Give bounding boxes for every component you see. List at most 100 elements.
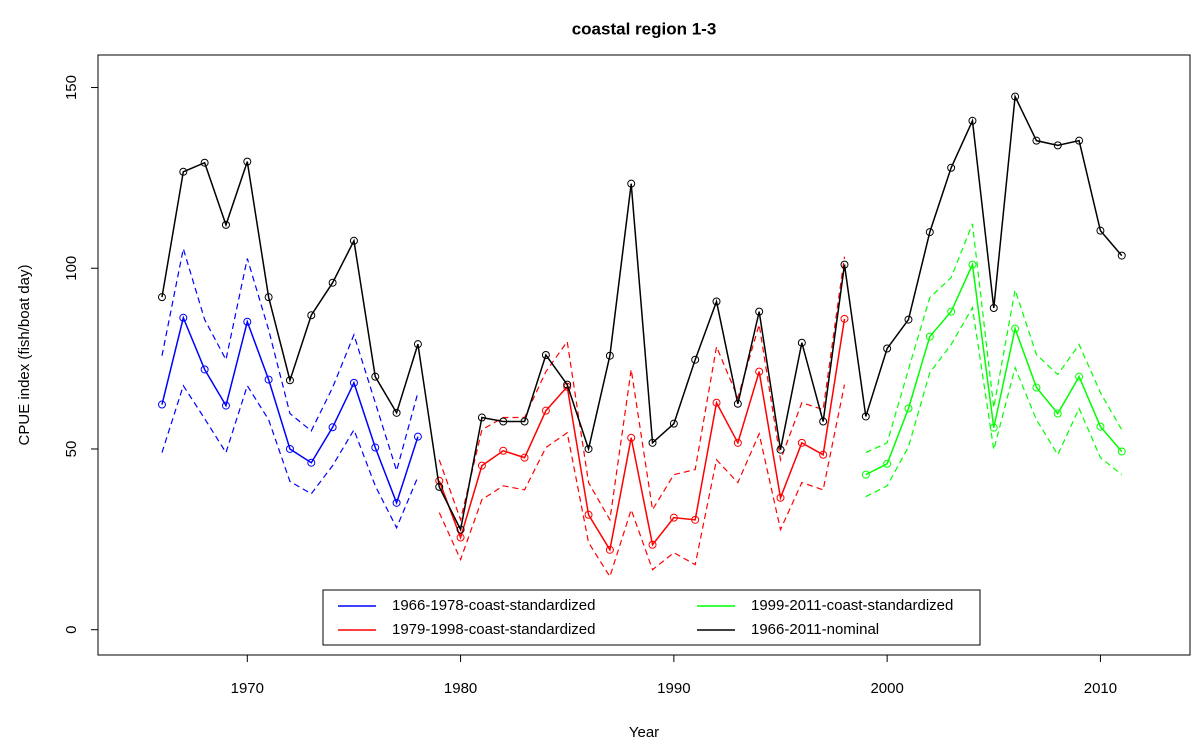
- point: [797, 338, 806, 347]
- y-tick-label: 100: [63, 256, 80, 281]
- point: [499, 446, 508, 455]
- x-tick-label: 1970: [231, 680, 264, 697]
- point: [264, 293, 273, 302]
- point: [371, 372, 380, 381]
- ci-line: [438, 384, 846, 578]
- ci-line: [865, 305, 1123, 498]
- point: [840, 260, 849, 269]
- point: [627, 179, 636, 188]
- point: [307, 311, 316, 320]
- point: [584, 510, 593, 519]
- ci-line: [865, 223, 1123, 454]
- point: [499, 417, 508, 426]
- point: [456, 533, 465, 542]
- point: [819, 450, 828, 459]
- point: [1011, 92, 1020, 101]
- point: [477, 461, 486, 470]
- point: [307, 458, 316, 467]
- x-tick-label: 2000: [870, 680, 903, 697]
- x-tick-label: 1990: [657, 680, 690, 697]
- point: [285, 376, 294, 385]
- point: [264, 375, 273, 384]
- point: [605, 351, 614, 360]
- legend-box: [322, 589, 981, 646]
- point: [733, 399, 742, 408]
- point: [1053, 141, 1062, 150]
- point: [520, 453, 529, 462]
- x-tick-label: 1980: [444, 680, 477, 697]
- point: [712, 297, 721, 306]
- point: [968, 260, 977, 269]
- point: [627, 433, 636, 442]
- point: [861, 412, 870, 421]
- point: [157, 293, 166, 302]
- point: [243, 157, 252, 166]
- point: [179, 167, 188, 176]
- point: [200, 365, 209, 374]
- point: [349, 378, 358, 387]
- x-axis-label: Year: [629, 724, 659, 741]
- point: [200, 158, 209, 167]
- legend-label: 1966-2011-nominal: [751, 621, 879, 638]
- y-tick-label: 0: [63, 626, 80, 634]
- legend-label: 1999-2011-coast-standardized: [751, 597, 953, 614]
- point: [328, 423, 337, 432]
- point: [925, 332, 934, 341]
- point: [883, 344, 892, 353]
- point: [669, 419, 678, 428]
- y-axis-label: CPUE index (fish/boat day): [16, 265, 33, 446]
- series-line: [161, 93, 1123, 532]
- point: [520, 417, 529, 426]
- point: [883, 459, 892, 468]
- point: [541, 351, 550, 359]
- point: [904, 404, 913, 413]
- point: [1075, 372, 1084, 381]
- point: [968, 116, 977, 125]
- point: [477, 413, 486, 422]
- point: [1117, 251, 1126, 260]
- point: [285, 444, 294, 453]
- point: [904, 315, 913, 324]
- series-line: [865, 261, 1123, 476]
- y-tick-label: 50: [63, 441, 80, 458]
- legend-label: 1979-1998-coast-standardized: [392, 621, 595, 638]
- point: [648, 540, 657, 549]
- legend-label: 1966-1978-coast-standardized: [392, 597, 595, 614]
- point: [669, 513, 678, 522]
- point: [712, 398, 721, 407]
- point: [691, 355, 700, 364]
- point: [989, 304, 998, 313]
- point: [157, 400, 166, 409]
- point: [1075, 136, 1084, 145]
- point: [1032, 136, 1041, 145]
- point: [413, 432, 422, 441]
- point: [691, 515, 700, 524]
- ci-line: [438, 256, 846, 522]
- point: [776, 493, 785, 502]
- point: [947, 163, 956, 172]
- point: [541, 406, 550, 415]
- point: [1032, 383, 1041, 392]
- point: [819, 417, 828, 426]
- point: [179, 313, 188, 322]
- point: [605, 545, 614, 554]
- point: [861, 470, 870, 479]
- point: [221, 220, 230, 229]
- point: [435, 482, 444, 491]
- point: [797, 438, 806, 447]
- point: [413, 340, 422, 349]
- point: [1117, 447, 1126, 456]
- point: [776, 445, 785, 454]
- point: [349, 236, 358, 245]
- point: [947, 307, 956, 316]
- y-tick-label: 150: [63, 75, 80, 100]
- plot-frame: [97, 54, 1191, 656]
- point: [1096, 422, 1105, 431]
- point: [755, 307, 764, 316]
- point: [755, 367, 764, 376]
- point: [371, 443, 380, 452]
- series-line: [161, 315, 419, 506]
- point: [456, 525, 465, 534]
- ci-line: [161, 384, 419, 530]
